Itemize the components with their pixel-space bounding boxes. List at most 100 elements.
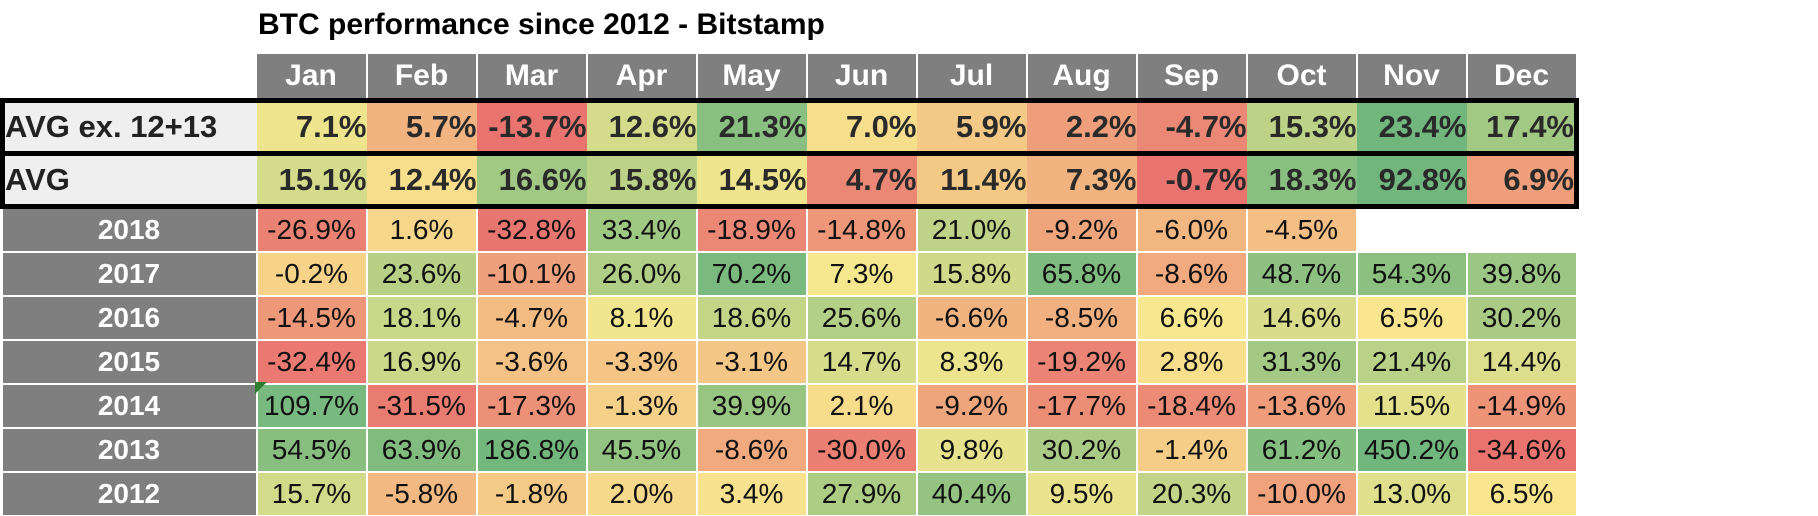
heatmap-cell: -30.0% [806,427,918,472]
heatmap-cell: -1.3% [586,383,698,428]
heatmap-cell: -4.7% [1136,98,1247,156]
heatmap-cell: 14.4% [1466,339,1578,384]
row-label: 2018 [2,205,258,252]
heatmap-cell: 7.3% [806,251,918,296]
year-row: 2018 -26.9% 1.6% -32.8% 33.4% -18.9% -14.8% 21.… [2,205,1578,252]
heatmap-cell: 2.1% [806,383,918,428]
heatmap-cell: -9.2% [916,383,1028,428]
month-header-nov: Nov [1356,54,1468,101]
month-header-may: May [696,54,808,101]
year-row: 2016 -14.5% 18.1% -4.7% 8.1% 18.6% 25.6% -6.6% -… [2,295,1578,340]
heatmap-cell: 65.8% [1026,251,1138,296]
heatmap-cell: 450.2% [1356,427,1468,472]
heatmap-cell: -6.6% [916,295,1028,340]
year-row: 2012 15.7% -5.8% -1.8% 2.0% 3.4% 27.9% 40.4% 9.5… [2,471,1578,515]
heatmap-cell: 1.6% [366,205,478,252]
heatmap-cell: 9.8% [916,427,1028,472]
heatmap-cell: -8.6% [696,427,808,472]
heatmap-cell: 39.8% [1466,251,1578,296]
heatmap-cell: -34.6% [1466,427,1578,472]
heatmap-cell: -18.9% [696,205,808,252]
heatmap-cell: 11.4% [916,151,1027,209]
year-row: 2015 -32.4% 16.9% -3.6% -3.3% -3.1% 14.7% 8.3% -… [2,339,1578,384]
heatmap-cell: -6.0% [1136,205,1248,252]
row-label: AVG ex. 12+13 [0,98,257,156]
month-header-jun: Jun [806,54,918,101]
heatmap-cell: 15.1% [256,151,367,209]
heatmap-cell: 5.9% [916,98,1027,156]
month-header-jul: Jul [916,54,1028,101]
heatmap-cell: 45.5% [586,427,698,472]
heatmap-cell: -14.8% [806,205,918,252]
heatmap-cell: 18.1% [366,295,478,340]
heatmap-cell: -32.8% [476,205,588,252]
heatmap-cell: 9.5% [1026,471,1138,515]
heatmap-cell: 14.7% [806,339,918,384]
heatmap-cell: 7.1% [256,98,367,156]
summary-row: AVG ex. 12+13 7.1% 5.7% -13.7% 12.6% 21.3% 7.0… [0,98,1579,156]
heatmap-cell: 7.0% [806,98,917,156]
heatmap-cell: -18.4% [1136,383,1248,428]
heatmap-cell: -13.7% [476,98,587,156]
heatmap-cell: 40.4% [916,471,1028,515]
heatmap-cell: 48.7% [1246,251,1358,296]
heatmap-cell: 33.4% [586,205,698,252]
heatmap-cell: 5.7% [366,98,477,156]
heatmap-cell: 12.6% [586,98,697,156]
heatmap-cell: 16.9% [366,339,478,384]
row-label: 2015 [2,339,258,384]
heatmap-cell: 61.2% [1246,427,1358,472]
year-row: 2014 109.7% -31.5% -17.3% -1.3% 39.9% 2.1% -9.2… [2,383,1578,428]
heatmap-cell: 15.8% [586,151,697,209]
heatmap-cell: -5.8% [366,471,478,515]
month-header-jan: Jan [256,54,368,101]
heatmap-cell: 21.3% [696,98,807,156]
heatmap-cell: -17.3% [476,383,588,428]
heatmap-cell: 92.8% [1356,151,1467,209]
heatmap-cell: -14.9% [1466,383,1578,428]
month-header-oct: Oct [1246,54,1358,101]
chart-title: BTC performance since 2012 - Bitstamp [258,8,825,41]
heatmap-cell: 109.7% [256,383,368,428]
heatmap-cell: 39.9% [696,383,808,428]
heatmap-cell: 18.3% [1246,151,1357,209]
heatmap-cell: 12.4% [366,151,477,209]
heatmap-cell: 8.3% [916,339,1028,384]
heatmap-cell: -4.5% [1246,205,1358,252]
heatmap-cell: 186.8% [476,427,588,472]
heatmap-cell: 3.4% [696,471,808,515]
heatmap-cell: 54.3% [1356,251,1468,296]
heatmap-cell: 21.0% [916,205,1028,252]
month-header-dec: Dec [1466,54,1578,101]
header-corner [2,54,257,101]
heatmap-cell: 11.5% [1356,383,1468,428]
heatmap-cell: 15.3% [1246,98,1357,156]
heatmap-cell: 13.0% [1356,471,1468,515]
heatmap-cell: 2.2% [1026,98,1137,156]
heatmap-cell: -9.2% [1026,205,1138,252]
heatmap-cell: 6.5% [1356,295,1468,340]
heatmap-cell: 20.3% [1136,471,1248,515]
heatmap-cell: -1.8% [476,471,588,515]
heatmap-cell: 7.3% [1026,151,1137,209]
heatmap-cell: 26.0% [586,251,698,296]
heatmap-cell: 23.6% [366,251,478,296]
heatmap-cell: 54.5% [256,427,368,472]
heatmap-cell: -3.6% [476,339,588,384]
heatmap-cell: 6.9% [1466,151,1579,209]
heatmap-cell: 2.8% [1136,339,1248,384]
heatmap-cell: -8.5% [1026,295,1138,340]
row-label: 2016 [2,295,258,340]
year-row: 2017 -0.2% 23.6% -10.1% 26.0% 70.2% 7.3% 15.8% 6… [2,251,1578,296]
row-label: AVG [0,151,257,209]
heatmap-cell: 6.5% [1466,471,1578,515]
heatmap-cell: 30.2% [1026,427,1138,472]
heatmap-cell: -3.1% [696,339,808,384]
heatmap-cell: 21.4% [1356,339,1468,384]
heatmap-cell: 18.6% [696,295,808,340]
heatmap-cell: -31.5% [366,383,478,428]
heatmap-cell: -19.2% [1026,339,1138,384]
row-label: 2017 [2,251,258,296]
year-row: 2013 54.5% 63.9% 186.8% 45.5% -8.6% -30.0% 9.8%… [2,427,1578,472]
heatmap-cell [1356,205,1468,252]
